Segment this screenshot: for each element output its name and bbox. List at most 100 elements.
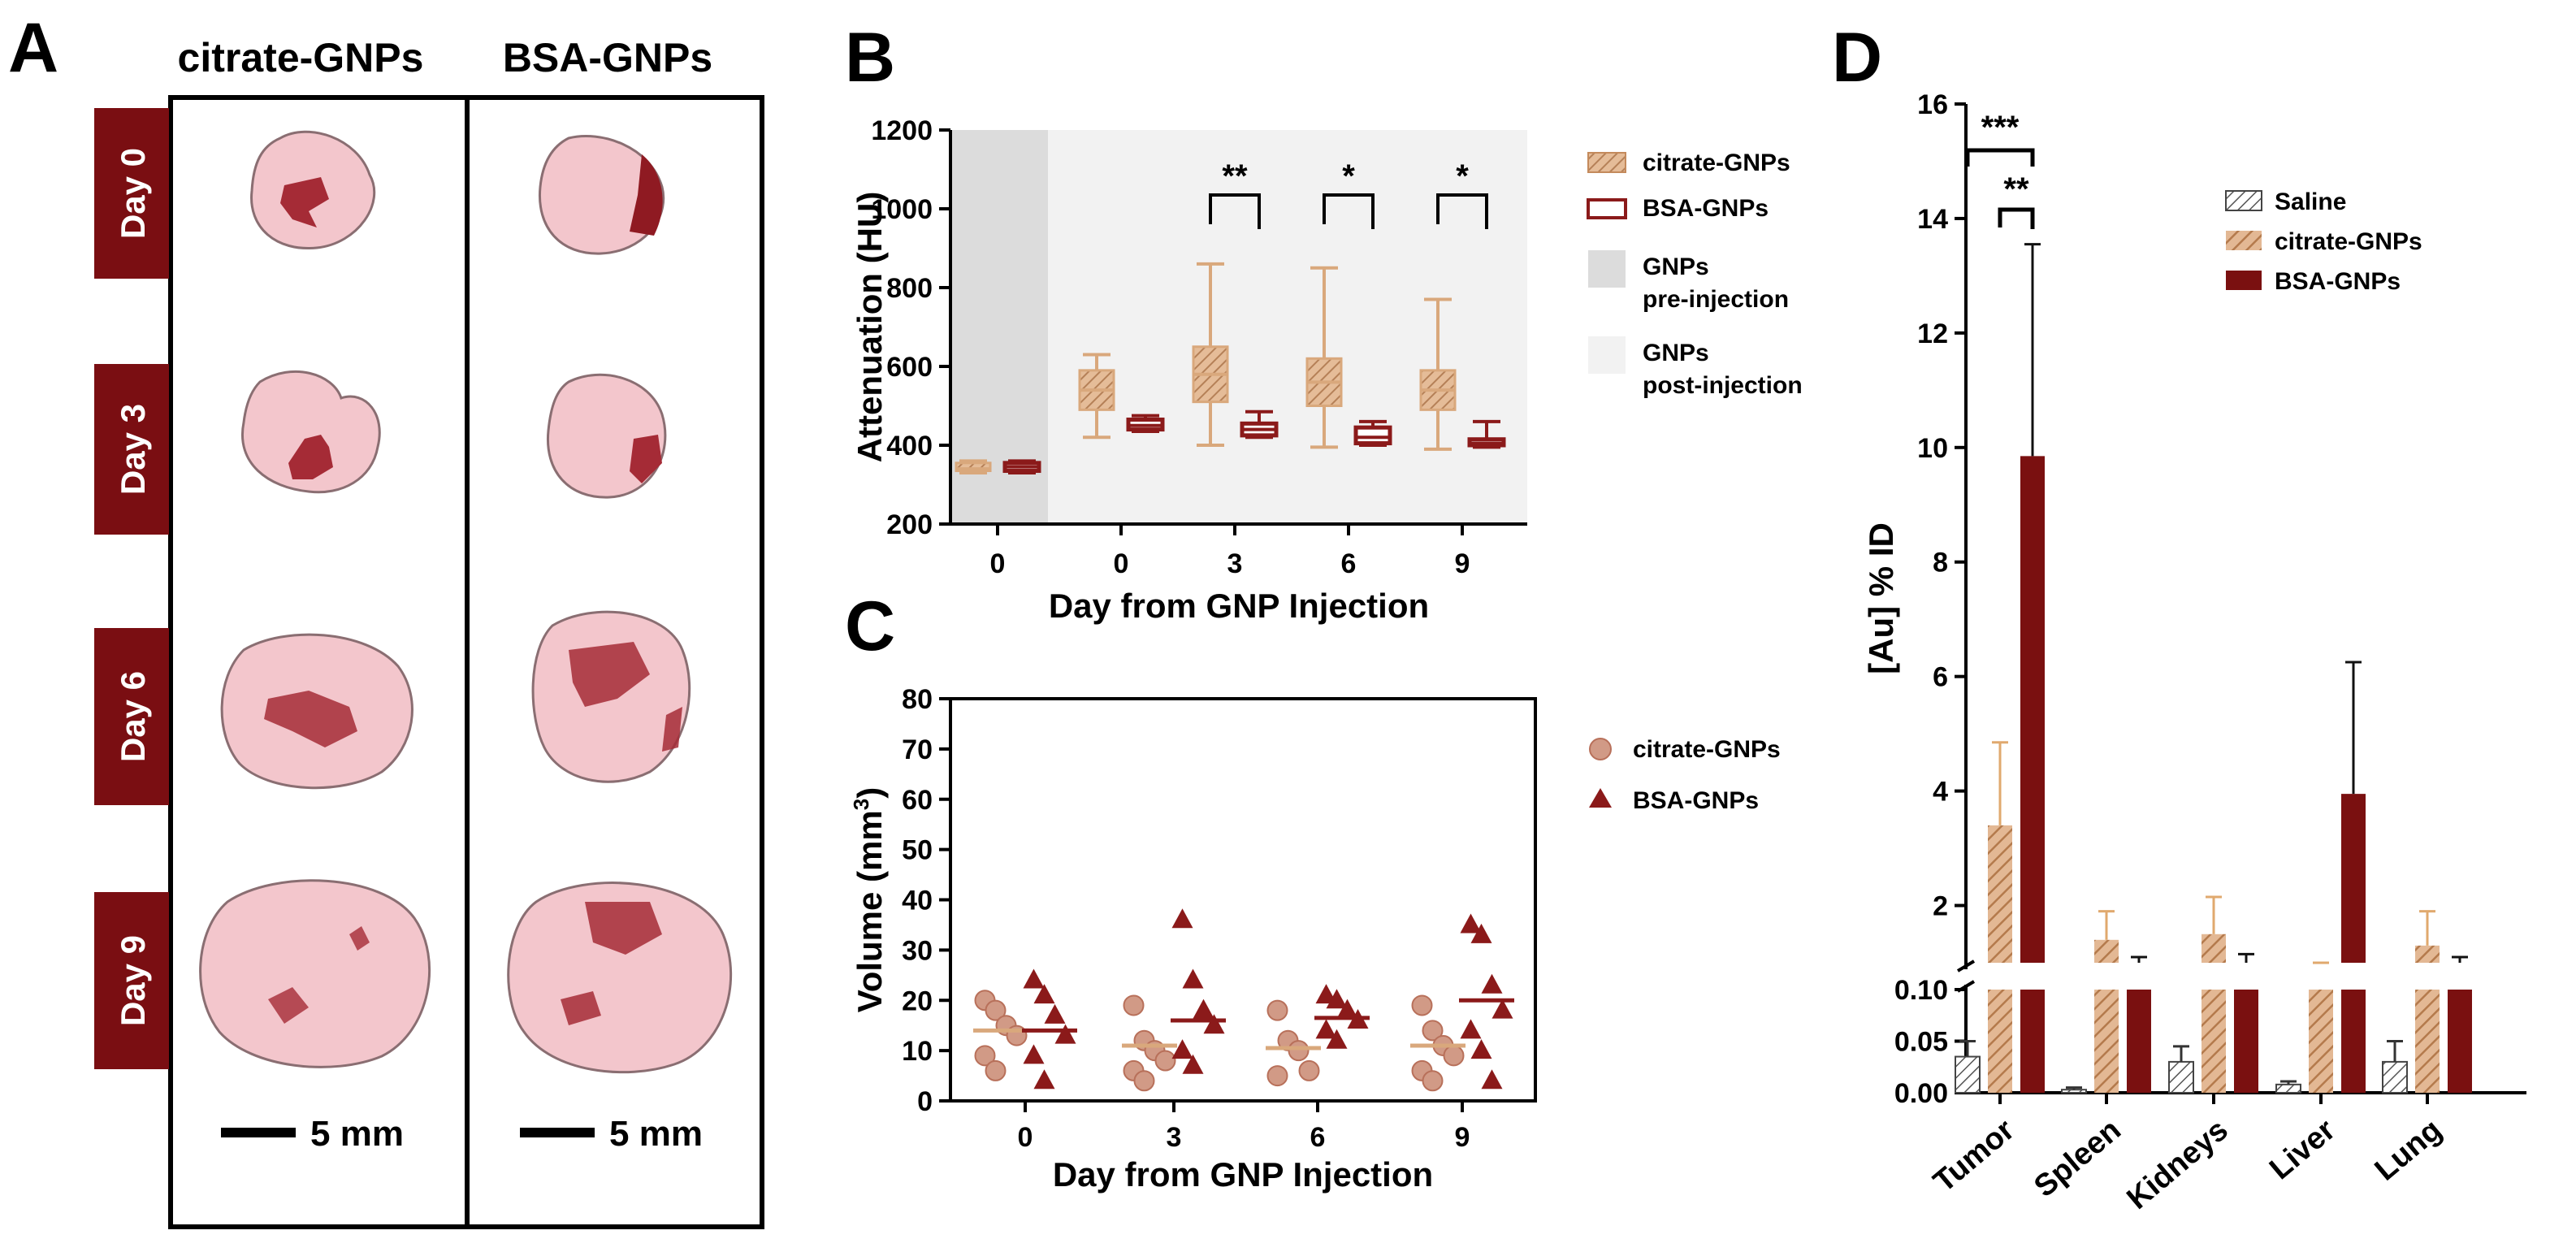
data-point-bsa — [1054, 1024, 1076, 1044]
bar-upper — [1988, 825, 2012, 963]
data-point-bsa — [1470, 1039, 1492, 1059]
x-tick-label: 9 — [1455, 548, 1470, 579]
box-citrate — [955, 459, 992, 474]
data-point-citrate — [985, 1059, 1007, 1081]
box-bsa — [1126, 414, 1165, 434]
x-tick-label: 0 — [990, 548, 1006, 579]
bar-lower — [1955, 1055, 1981, 1094]
legend-label-citrate: citrate-GNPs — [2275, 228, 2422, 255]
panel-b-legend: citrate-GNPs BSA-GNPs GNPs pre-injection… — [1587, 149, 1803, 399]
y-tick-label: 60 — [902, 785, 933, 816]
y-tick-label: 40 — [902, 886, 933, 916]
x-tick-label: 9 — [1455, 1122, 1470, 1153]
box-bsa — [1240, 409, 1279, 440]
significance-label: * — [1342, 158, 1355, 194]
bar-bsa-gnps — [2341, 661, 2366, 1093]
legend-label-post-1: GNPs — [1643, 340, 1709, 366]
legend-label-bsa: BSA-GNPs — [2275, 268, 2401, 295]
data-point-bsa — [1326, 1029, 1348, 1049]
tumor-render-bsa-day9 — [507, 882, 733, 1074]
bar-lower — [2382, 1060, 2408, 1094]
legend-marker-bsa — [1589, 788, 1612, 808]
x-tick-label: Kidneys — [2121, 1113, 2235, 1216]
legend-label-citrate: citrate-GNPs — [1643, 149, 1790, 176]
panel-d-legend: Saline citrate-GNPs BSA-GNPs — [2225, 188, 2422, 295]
bar-saline — [2168, 1045, 2194, 1094]
box-body — [955, 461, 992, 473]
legend-marker-citrate — [1589, 738, 1612, 760]
bar-upper — [2202, 934, 2226, 963]
data-point-citrate — [1123, 994, 1145, 1016]
box-citrate — [1305, 266, 1343, 449]
bar-saline — [2382, 1040, 2408, 1094]
scale-bar-label-bsa: 5 mm — [609, 1114, 703, 1154]
y-tick-label: 400 — [886, 431, 933, 461]
significance-label: ** — [2003, 171, 2029, 207]
panel-c-legend: citrate-GNPs BSA-GNPs — [1589, 736, 1781, 814]
y-tick-label: 10 — [1917, 433, 1948, 464]
y-tick-label: 6 — [1933, 662, 1948, 693]
panel-d: D 2 4 6 8 10 12 14 16 0.00 0.05 0.10 Tumor SpleenKid… — [1832, 19, 2526, 1216]
x-tick-label: 3 — [1167, 1122, 1182, 1153]
data-point-bsa — [1481, 973, 1503, 994]
y-tick-label: 0 — [917, 1086, 933, 1117]
panel-c-label: C — [845, 587, 895, 665]
legend-label-pre-2: pre-injection — [1643, 286, 1789, 313]
panel-c-x-label: Day from GNP Injection — [1053, 1155, 1433, 1194]
panel-b-label: B — [845, 19, 895, 97]
bar-upper — [2020, 456, 2045, 963]
data-point-bsa — [1182, 1054, 1204, 1074]
bar-lower — [2448, 990, 2472, 1093]
bar-citrate-gnps — [2202, 895, 2226, 1093]
data-point-citrate — [1266, 1065, 1288, 1087]
y-tick-label: 8 — [1933, 548, 1948, 578]
data-point-bsa — [1171, 1039, 1193, 1059]
tumor-render-citrate-day0 — [250, 130, 376, 250]
significance-label: *** — [1981, 110, 2020, 145]
y-tick-label: 0.00 — [1894, 1078, 1948, 1109]
day-tab-6: Day 6 — [94, 628, 169, 805]
data-point-bsa — [1481, 1069, 1503, 1090]
panel-b-significance: ** * * — [1209, 158, 1488, 229]
box-bsa — [1002, 459, 1041, 474]
day-tab-label: Day 3 — [114, 404, 152, 495]
bar-bsa-gnps — [2448, 955, 2472, 1093]
bar-lower — [2061, 1089, 2087, 1094]
data-point-bsa — [1023, 968, 1045, 989]
panel-a-label: A — [8, 9, 58, 87]
data-point-bsa — [1460, 1019, 1482, 1039]
day-tab-label: Day 6 — [114, 671, 152, 762]
tumor-render-citrate-day3 — [241, 370, 381, 494]
legend-swatch-citrate — [1587, 152, 1626, 173]
region-pre-injection — [950, 130, 1048, 524]
panel-d-label: D — [1832, 19, 1882, 97]
day-tab-9: Day 9 — [94, 892, 169, 1069]
x-tick-label: Liver — [2263, 1113, 2342, 1187]
legend-swatch-post — [1588, 336, 1626, 374]
panel-c-y-label: Volume (mm3) — [849, 787, 889, 1012]
bar-upper — [2341, 794, 2366, 963]
bar-bsa-gnps — [2234, 952, 2258, 1093]
data-point-citrate — [1266, 999, 1288, 1021]
legend-label-post-2: post-injection — [1643, 372, 1803, 399]
bar-lower — [2094, 990, 2119, 1093]
box-bsa — [1467, 419, 1506, 449]
column-header-citrate: citrate-GNPs — [178, 35, 424, 80]
panel-c-y-label-main: Volume (mm — [851, 810, 889, 1012]
legend-swatch-citrate — [2226, 231, 2262, 250]
significance-bracket — [1209, 193, 1261, 229]
significance-bracket — [1436, 193, 1488, 229]
bar-lower — [2127, 990, 2151, 1093]
significance-bracket — [1323, 193, 1375, 229]
legend-swatch-pre — [1588, 250, 1626, 288]
legend-swatch-bsa — [1587, 198, 1627, 219]
tumor-render-citrate-day9 — [199, 879, 431, 1068]
bar-bsa-gnps — [2020, 243, 2045, 1093]
panel-b-x-label: Day from GNP Injection — [1049, 587, 1429, 625]
y-tick-label: 20 — [902, 986, 933, 1016]
data-point-bsa — [1460, 913, 1482, 934]
data-point-bsa — [1315, 984, 1337, 1004]
data-point-bsa — [1182, 968, 1204, 989]
